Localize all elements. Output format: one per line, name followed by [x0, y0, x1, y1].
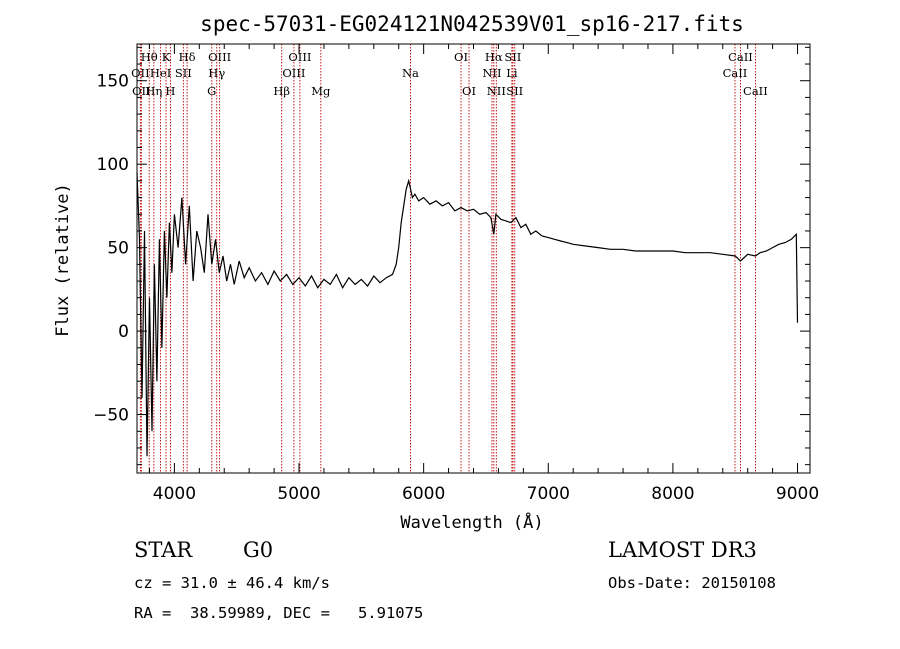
spectral-line-label: SII — [506, 84, 523, 98]
spectral-line-label: K — [162, 50, 171, 64]
x-tick-label: 7000 — [527, 484, 570, 504]
x-tick-label: 8000 — [651, 484, 694, 504]
y-tick-label: −50 — [93, 406, 129, 426]
spectral-line-label: CaII — [728, 50, 753, 64]
redshift-text: cz = 31.0 ± 46.4 km/s — [134, 574, 330, 592]
spectral-line-label: H — [165, 84, 175, 98]
plot-frame — [136, 43, 811, 474]
object-subclass: G0 — [243, 538, 274, 562]
x-axis-label: Wavelength (Å) — [400, 511, 543, 533]
y-tick-label: 150 — [97, 72, 129, 92]
spectral-line-label: Hβ — [273, 84, 290, 98]
y-tick-label: 100 — [97, 155, 129, 175]
x-tick-label: 9000 — [776, 484, 819, 504]
spectral-line-label: OI — [454, 50, 468, 64]
x-tick-label: 4000 — [153, 484, 196, 504]
spectrum-series-line — [136, 172, 799, 457]
survey-name: LAMOST DR3 — [608, 538, 757, 562]
spectral-line-label: HeI — [150, 66, 171, 80]
axis-ticks: 4000 5000 6000 7000 8000 9000 −50 0 50 100 150 — [93, 44, 819, 504]
spectral-line-label: OIII — [208, 50, 231, 64]
x-tick-label: 5000 — [277, 484, 320, 504]
spectral-line-label: Hα — [485, 50, 503, 64]
spectral-line-label: Mg — [311, 84, 331, 98]
spectral-line-label: Li — [506, 66, 518, 80]
spectral-line-label: NII — [487, 84, 506, 98]
y-axis-label: Flux (relative) — [53, 183, 73, 337]
spectral-line-labels: OIIOIIHθHηHeIKHSIIHδGHγOIIIHβOIIIOIIIMgN… — [131, 50, 768, 98]
coordinates-text: RA = 38.59989, DEC = 5.91075 — [134, 604, 424, 622]
spectral-line-label: Hδ — [179, 50, 196, 64]
object-class: STAR — [134, 538, 193, 562]
spectral-line-label: OII — [131, 66, 150, 80]
y-tick-label: 0 — [118, 322, 129, 342]
spectral-line-label: Hη — [145, 84, 162, 98]
spectral-line-label: OIII — [288, 50, 311, 64]
spectral-line-label: G — [207, 84, 216, 98]
spectral-line-label: SII — [175, 66, 192, 80]
y-tick-label: 50 — [107, 239, 129, 259]
x-tick-label: 6000 — [402, 484, 445, 504]
spectral-line-label: CaII — [743, 84, 768, 98]
spectral-line-label: NII — [482, 66, 501, 80]
obs-date-text: Obs-Date: 20150108 — [608, 574, 776, 592]
spectral-line-label: Na — [402, 66, 419, 80]
spectral-line-label: Hγ — [208, 66, 225, 80]
chart-title: spec-57031-EG024121N042539V01_sp16-217.f… — [200, 12, 744, 36]
spectral-line-label: Hθ — [141, 50, 158, 64]
spectral-lines-layer — [139, 44, 756, 473]
spectral-line-label: OI — [462, 84, 476, 98]
spectral-line-label: SII — [504, 50, 521, 64]
spectral-line-label: CaII — [723, 66, 748, 80]
spectral-line-label: OIII — [282, 66, 305, 80]
